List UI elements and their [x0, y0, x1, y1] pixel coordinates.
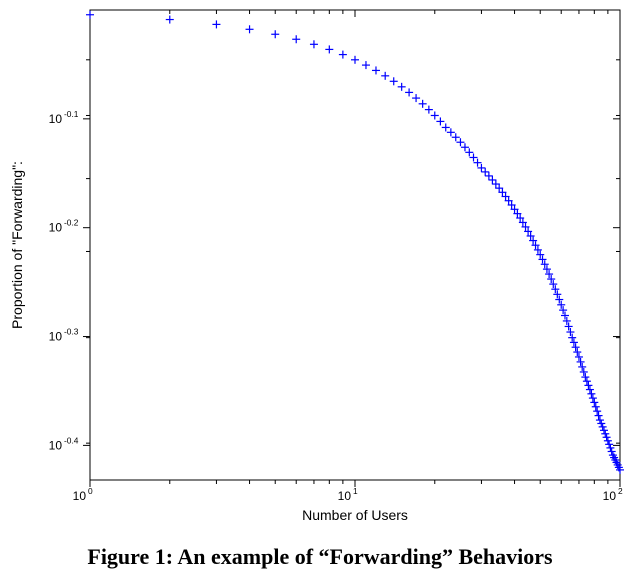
svg-text:10: 10: [73, 489, 87, 503]
svg-text:10: 10: [603, 489, 617, 503]
svg-text:-0.4: -0.4: [64, 435, 79, 445]
svg-text:10: 10: [49, 221, 63, 235]
svg-text:10: 10: [338, 489, 352, 503]
svg-text:10: 10: [49, 438, 63, 452]
svg-text:2: 2: [618, 486, 623, 496]
scatter-chart: 100101102Number of Users10-0.410-0.310-0…: [0, 0, 640, 540]
svg-text:10: 10: [49, 330, 63, 344]
svg-text:1: 1: [353, 486, 358, 496]
chart-wrap: 100101102Number of Users10-0.410-0.310-0…: [0, 0, 640, 569]
svg-text:Number of Users: Number of Users: [302, 507, 408, 523]
svg-text:0: 0: [88, 486, 93, 496]
svg-text:-0.3: -0.3: [64, 327, 79, 337]
svg-text:Proportion of "Forwarding":: Proportion of "Forwarding":: [9, 161, 25, 329]
svg-text:-0.1: -0.1: [64, 109, 79, 119]
svg-text:10: 10: [49, 112, 63, 126]
figure-caption: Figure 1: An example of “Forwarding” Beh…: [0, 545, 640, 569]
svg-text:-0.2: -0.2: [64, 218, 79, 228]
